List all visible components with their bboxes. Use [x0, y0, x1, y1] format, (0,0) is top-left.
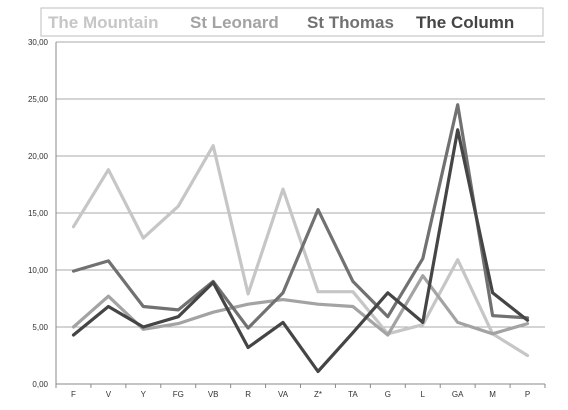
legend-box	[40, 7, 544, 37]
y-tick-label: 20,00	[28, 152, 49, 161]
x-tick-label: G	[385, 390, 391, 399]
y-tick-label: 30,00	[28, 38, 49, 47]
y-tick-label: 5,00	[32, 323, 48, 332]
legend-entry-4: The Column	[416, 13, 514, 32]
gridlines	[55, 41, 546, 388]
series-line-2	[71, 274, 530, 337]
series-line-3	[71, 103, 530, 330]
legend: The Mountain St Leonard St Thomas The Colum…	[48, 13, 514, 32]
x-tick-label: V	[106, 390, 112, 399]
legend-entry-1: The Mountain	[48, 13, 158, 32]
y-tick-label: 25,00	[28, 95, 49, 104]
series-line-4	[71, 128, 530, 374]
x-tick-label: Y	[141, 390, 147, 399]
y-tick-label: 15,00	[28, 209, 49, 218]
legend-entry-2: St Leonard	[190, 13, 279, 32]
x-tick-label: TA	[348, 390, 358, 399]
x-tick-label: FG	[173, 390, 184, 399]
series-lines	[71, 103, 530, 374]
x-axis-tick-labels: F V Y FG VB R VA Z* TA G L GA M P	[71, 390, 530, 399]
x-tick-label: P	[525, 390, 530, 399]
series-line-1	[71, 144, 530, 358]
x-tick-label: VA	[278, 390, 289, 399]
x-tick-label: F	[71, 390, 76, 399]
y-tick-label: 10,00	[28, 266, 49, 275]
x-tick-label: M	[489, 390, 496, 399]
y-axis-tick-labels: 0,00 5,00 10,00 15,00 20,00 25,00 30,00	[28, 38, 49, 389]
y-tick-label: 0,00	[32, 380, 48, 389]
legend-entry-3: St Thomas	[307, 13, 394, 32]
x-tick-label: Z*	[314, 390, 322, 399]
x-tick-label: R	[245, 390, 251, 399]
x-tick-label: GA	[452, 390, 464, 399]
x-tick-label: VB	[208, 390, 219, 399]
x-tick-label: L	[421, 390, 426, 399]
